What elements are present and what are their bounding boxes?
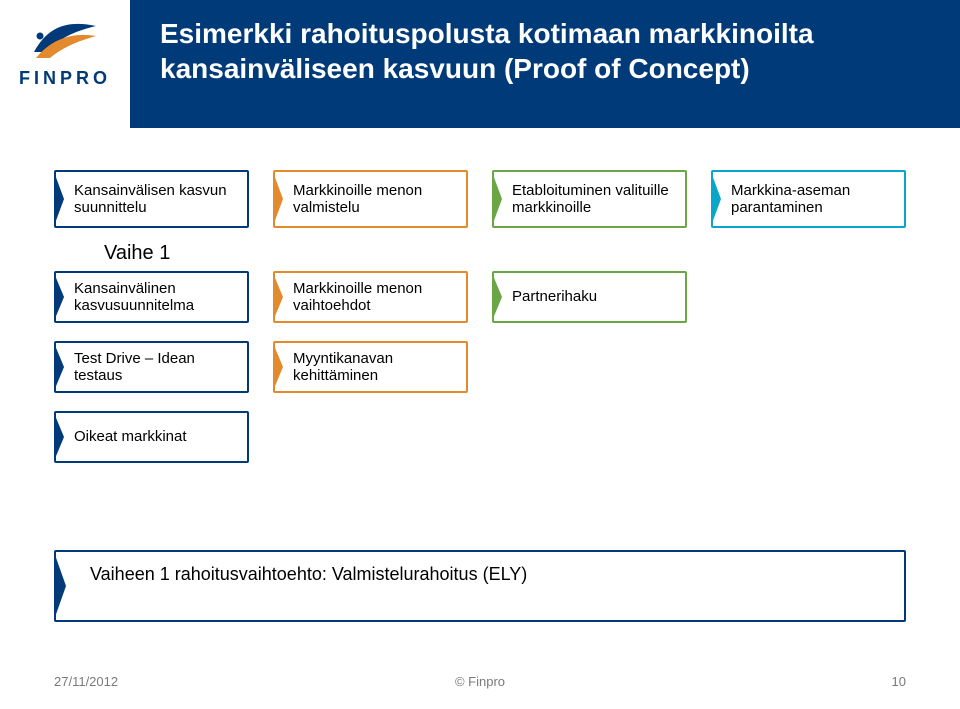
box-label: Myyntikanavan kehittäminen bbox=[285, 350, 458, 385]
box-label: Kansainvälisen kasvun suunnittelu bbox=[66, 182, 239, 217]
logo-mark bbox=[30, 18, 100, 64]
box-label: Markkina-aseman parantaminen bbox=[723, 182, 896, 217]
footer-process-box: Vaiheen 1 rahoitusvaihtoehto: Valmistelu… bbox=[54, 550, 906, 622]
box-label: Kansainvälinen kasvusuunnitelma bbox=[66, 280, 239, 315]
diagram-row-4: Oikeat markkinat bbox=[54, 411, 906, 463]
box-label: Etabloituminen valituille markkinoille bbox=[504, 182, 677, 217]
process-box: Markkinoille menon vaihtoehdot bbox=[273, 271, 468, 323]
box-label: Partnerihaku bbox=[504, 288, 597, 305]
process-box: Markkinoille menon valmistelu bbox=[273, 170, 468, 228]
diagram-area: Kansainvälisen kasvun suunnittelu Markki… bbox=[54, 170, 906, 477]
box-label: Markkinoille menon valmistelu bbox=[285, 182, 458, 217]
diagram-row-2: Kansainvälinen kasvusuunnitelma Markkino… bbox=[54, 271, 906, 323]
process-box: Partnerihaku bbox=[492, 271, 687, 323]
title-bar: Esimerkki rahoituspolusta kotimaan markk… bbox=[130, 0, 960, 128]
title-line-1: Esimerkki rahoituspolusta kotimaan markk… bbox=[160, 18, 814, 49]
process-box: Test Drive – Idean testaus bbox=[54, 341, 249, 393]
slide-title: Esimerkki rahoituspolusta kotimaan markk… bbox=[160, 16, 930, 86]
slide-header: FINPRO Esimerkki rahoituspolusta kotimaa… bbox=[0, 0, 960, 128]
box-label: Markkinoille menon vaihtoehdot bbox=[285, 280, 458, 315]
slide-meta: 27/11/2012 © Finpro 10 bbox=[54, 674, 906, 689]
meta-copyright: © Finpro bbox=[54, 674, 906, 689]
logo-text: FINPRO bbox=[10, 68, 120, 89]
diagram-row-3: Test Drive – Idean testaus Myyntikanavan… bbox=[54, 341, 906, 393]
title-line-2: kansainväliseen kasvuun (Proof of Concep… bbox=[160, 53, 750, 84]
process-box: Etabloituminen valituille markkinoille bbox=[492, 170, 687, 228]
box-label: Oikeat markkinat bbox=[66, 428, 187, 445]
slide: FINPRO Esimerkki rahoituspolusta kotimaa… bbox=[0, 0, 960, 709]
diagram-row-1: Kansainvälisen kasvun suunnittelu Markki… bbox=[54, 170, 906, 228]
phase-label: Vaihe 1 bbox=[104, 242, 906, 265]
process-box: Oikeat markkinat bbox=[54, 411, 249, 463]
process-box: Kansainvälinen kasvusuunnitelma bbox=[54, 271, 249, 323]
process-box: Markkina-aseman parantaminen bbox=[711, 170, 906, 228]
box-label: Test Drive – Idean testaus bbox=[66, 350, 239, 385]
footer-box-label: Vaiheen 1 rahoitusvaihtoehto: Valmistelu… bbox=[80, 564, 527, 585]
brand-logo: FINPRO bbox=[10, 18, 120, 89]
process-box: Kansainvälisen kasvun suunnittelu bbox=[54, 170, 249, 228]
process-box: Myyntikanavan kehittäminen bbox=[273, 341, 468, 393]
